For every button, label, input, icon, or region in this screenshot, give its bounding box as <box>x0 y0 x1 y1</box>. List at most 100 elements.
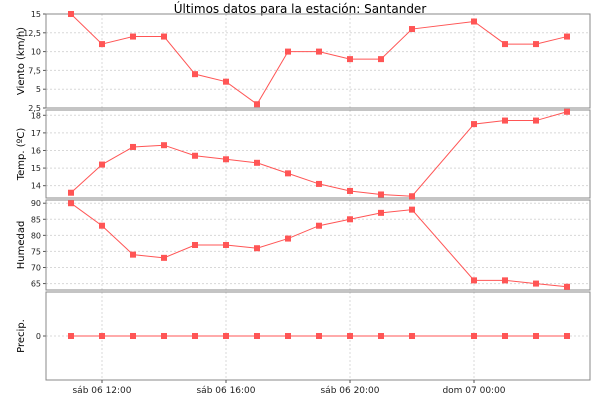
data-point <box>130 333 136 339</box>
panel-3: 0 Precip. <box>16 291 591 381</box>
data-point <box>130 33 136 40</box>
data-point <box>564 33 570 40</box>
y-tick-label: 5 <box>36 85 41 94</box>
data-point <box>471 333 477 339</box>
data-point <box>130 143 136 150</box>
data-point <box>161 254 167 261</box>
data-point <box>285 170 291 177</box>
panel-0: 2,5 5 7,5 10 12,5 15 Viento (km/h) <box>16 10 591 113</box>
data-point <box>161 333 167 339</box>
panel-frame <box>45 13 591 109</box>
data-point <box>68 11 74 17</box>
data-point <box>285 333 291 339</box>
x-tick-label: sáb 06 12:00 <box>72 386 131 396</box>
panel-frame <box>45 291 591 381</box>
data-point <box>502 277 508 284</box>
y-tick-label: 15 <box>31 164 41 173</box>
y-axis-label: Temp. (ºC) <box>16 128 27 182</box>
data-point <box>564 283 570 290</box>
data-point <box>409 206 415 213</box>
data-point <box>223 78 229 85</box>
data-point <box>347 187 353 194</box>
data-point <box>378 209 384 216</box>
panel-frame <box>45 109 591 199</box>
data-point <box>254 333 260 339</box>
data-point <box>223 156 229 163</box>
data-point <box>533 280 539 287</box>
y-tick-label: 75 <box>31 247 41 256</box>
y-tick-label: 16 <box>31 146 41 155</box>
data-point <box>254 245 260 252</box>
y-tick-label: 18 <box>31 111 41 120</box>
y-tick-label: 0 <box>36 332 41 341</box>
data-point <box>99 333 105 339</box>
y-tick-label: 70 <box>31 264 41 273</box>
data-point <box>471 18 477 25</box>
data-point <box>161 142 167 149</box>
data-point <box>161 33 167 40</box>
data-point <box>564 333 570 339</box>
data-point <box>316 222 322 229</box>
panel-2: 65 70 75 80 85 90 Humedad <box>16 199 591 291</box>
y-tick-label: 7,5 <box>28 66 41 75</box>
data-point <box>254 159 260 166</box>
y-tick-label: 85 <box>31 215 41 224</box>
data-point <box>502 41 508 48</box>
panel-1: 14 15 16 17 18 Temp. (ºC) <box>16 108 591 200</box>
y-axis-label: Precip. <box>16 319 27 353</box>
data-point <box>285 48 291 55</box>
series-line <box>70 13 568 105</box>
data-point <box>99 41 105 48</box>
data-point <box>285 235 291 242</box>
data-point <box>192 333 198 339</box>
data-point <box>378 191 384 198</box>
data-point <box>316 48 322 55</box>
data-point <box>409 333 415 339</box>
data-point <box>533 41 539 48</box>
data-point <box>130 251 136 258</box>
data-point <box>533 333 539 339</box>
y-tick-label: 65 <box>31 280 41 289</box>
y-tick-label: 12,5 <box>23 29 41 38</box>
data-point <box>409 26 415 33</box>
y-tick-label: 10 <box>31 48 41 57</box>
data-point <box>192 152 198 159</box>
data-point <box>409 193 415 200</box>
data-point <box>502 333 508 339</box>
data-point <box>347 216 353 223</box>
data-point <box>223 242 229 248</box>
data-point <box>99 161 105 168</box>
data-point <box>471 277 477 284</box>
data-point <box>347 56 353 63</box>
y-axis-label: Humedad <box>16 221 27 270</box>
data-point <box>347 333 353 339</box>
y-tick-label: 14 <box>31 182 41 191</box>
data-point <box>68 200 74 207</box>
y-tick-label: 17 <box>31 129 41 138</box>
x-tick-label: dom 07 00:00 <box>442 386 505 396</box>
data-point <box>316 180 322 187</box>
panel-frame <box>45 199 591 291</box>
data-point <box>192 242 198 248</box>
data-point <box>378 56 384 63</box>
data-point <box>99 222 105 229</box>
x-tick-label: sáb 06 16:00 <box>196 386 255 396</box>
data-point <box>68 189 74 196</box>
x-tick-label: sáb 06 20:00 <box>320 386 379 396</box>
data-point <box>254 101 260 108</box>
data-point <box>378 333 384 339</box>
chart-title: Últimos datos para la estación: Santande… <box>173 2 427 16</box>
y-tick-label: 15 <box>31 10 41 19</box>
data-point <box>564 108 570 115</box>
y-axis-label: Viento (km/h) <box>16 27 27 95</box>
data-point <box>223 333 229 339</box>
data-point <box>192 71 198 78</box>
y-tick-label: 80 <box>31 231 41 240</box>
data-point <box>68 333 74 339</box>
data-point <box>502 117 508 124</box>
y-tick-label: 2,5 <box>28 104 41 113</box>
series-line <box>70 202 568 288</box>
series-line <box>70 111 568 197</box>
data-point <box>471 121 477 128</box>
